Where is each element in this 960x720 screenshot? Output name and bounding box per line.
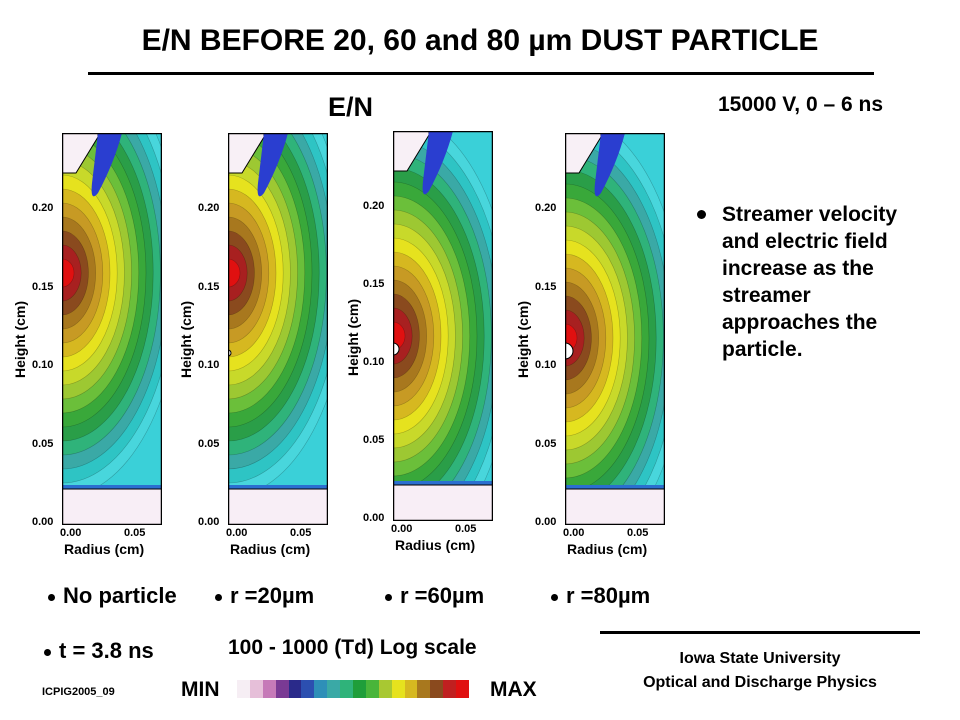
panel-caption: No particle — [48, 583, 177, 609]
legend-swatch — [404, 680, 418, 698]
x-tick-label: 0.05 — [627, 527, 649, 539]
panel-caption-text: r =60µm — [400, 583, 485, 608]
bullet-text: Streamer velocity and electric field inc… — [722, 203, 898, 361]
y-tick-label: 0.20 — [535, 202, 557, 214]
contour-panel-4: 0.00 0.05 0.10 0.15 0.20 0.00 0.05 Radius (cm) H… — [515, 133, 675, 573]
y-tick-label: 0.00 — [363, 512, 385, 524]
dust-particle — [565, 342, 574, 360]
y-tick-label: 0.10 — [198, 359, 220, 371]
panel-caption: r =80µm — [551, 583, 650, 609]
legend-swatch — [430, 680, 444, 698]
legend-min-label: MIN — [181, 678, 220, 701]
x-axis-label: Radius (cm) — [64, 541, 145, 557]
y-tick-label: 0.10 — [535, 359, 557, 371]
panel-caption-text: No particle — [63, 583, 177, 608]
time-text: t = 3.8 ns — [59, 638, 154, 663]
dust-particle — [393, 342, 400, 356]
y-tick-label: 0.05 — [535, 437, 557, 450]
x-tick-label: 0.00 — [226, 527, 248, 539]
contour-panel-3: 0.00 0.05 0.10 0.15 0.20 0.00 0.05 Radius (cm) H… — [345, 131, 505, 571]
y-axis-label: Height (cm) — [345, 299, 361, 376]
y-axis-label: Height (cm) — [12, 301, 28, 378]
institution-rule — [600, 631, 920, 634]
y-tick-label: 0.15 — [32, 280, 54, 293]
y-axis-label: Height (cm) — [515, 301, 531, 378]
contour-panel-1: 0.00 0.05 0.10 0.15 0.20 0.00 0.05 Radius (cm) H… — [12, 133, 172, 573]
color-scale-bar — [237, 680, 470, 698]
legend-swatch — [417, 680, 431, 698]
x-axis-label: Radius (cm) — [567, 541, 648, 557]
y-tick-label: 0.10 — [32, 359, 54, 371]
legend-swatch — [237, 680, 250, 698]
voltage-time-label: 15000 V, 0 – 6 ns — [718, 93, 884, 116]
legend-max-label: MAX — [490, 678, 537, 701]
panel-caption-text: r =20µm — [230, 583, 315, 608]
legend-swatch — [301, 680, 315, 698]
y-tick-label: 0.15 — [535, 280, 557, 293]
y-tick-label: 0.20 — [32, 202, 54, 214]
y-tick-label: 0.15 — [363, 278, 385, 290]
legend-swatch — [314, 680, 328, 698]
x-tick-label: 0.05 — [290, 527, 312, 539]
y-tick-label: 0.15 — [198, 280, 220, 293]
footer-code: ICPIG2005_09 — [42, 686, 115, 698]
y-tick-label: 0.05 — [363, 434, 385, 446]
legend-swatch — [391, 680, 405, 698]
contour-plot — [565, 133, 665, 525]
legend-swatch — [327, 680, 341, 698]
panel-caption: r =20µm — [215, 583, 314, 609]
panel-caption-text: r =80µm — [566, 583, 651, 608]
contour-plot — [393, 131, 493, 521]
contour-panel-2: 0.00 0.05 0.10 0.15 0.20 0.00 0.05 Radius (cm) H… — [178, 133, 338, 573]
y-tick-label: 0.20 — [363, 200, 385, 212]
title-underline — [88, 72, 874, 75]
y-tick-label: 0.20 — [198, 202, 220, 214]
x-tick-label: 0.05 — [455, 523, 477, 535]
bullet-dot-icon — [44, 648, 51, 656]
institution-group: Optical and Discharge Physics — [643, 674, 877, 691]
legend-swatch — [262, 680, 276, 698]
y-tick-label: 0.05 — [198, 437, 220, 450]
legend-swatch — [365, 680, 379, 698]
x-axis-label: Radius (cm) — [230, 541, 311, 557]
y-tick-label: 0.05 — [32, 437, 54, 450]
legend-swatch — [249, 680, 263, 698]
institution-name: Iowa State University — [679, 650, 841, 667]
slide-title: E/N BEFORE 20, 60 and 80 µm DUST PARTICL… — [141, 24, 819, 57]
scale-label: 100 - 1000 (Td) Log scale — [228, 636, 477, 659]
contour-plot — [62, 133, 162, 525]
legend-swatch — [353, 680, 366, 698]
x-tick-label: 0.00 — [60, 527, 82, 539]
panel-caption: r =60µm — [385, 583, 484, 609]
x-axis-label: Radius (cm) — [395, 537, 476, 553]
y-tick-label: 0.00 — [198, 516, 220, 528]
subtitle-en: E/N — [328, 92, 374, 122]
bullet-dot-icon — [551, 593, 558, 601]
y-tick-label: 0.00 — [535, 516, 557, 528]
legend-swatch — [288, 680, 302, 698]
x-tick-label: 0.00 — [563, 527, 585, 539]
legend-swatch — [456, 680, 470, 698]
legend-swatch — [275, 680, 289, 698]
y-tick-label: 0.10 — [363, 356, 385, 368]
bullet-dot-icon — [697, 210, 706, 219]
legend-swatch — [443, 680, 457, 698]
contour-plot — [228, 133, 328, 525]
x-tick-label: 0.05 — [124, 527, 146, 539]
legend-swatch — [340, 680, 354, 698]
time-label: t = 3.8 ns — [44, 638, 154, 664]
bullet-dot-icon — [48, 593, 55, 601]
x-tick-label: 0.00 — [391, 523, 413, 535]
bullet-point: Streamer velocity and electric field inc… — [695, 201, 905, 363]
y-axis-label: Height (cm) — [178, 301, 194, 378]
bullet-dot-icon — [215, 593, 222, 601]
legend-swatch — [378, 680, 392, 698]
y-tick-label: 0.00 — [32, 516, 54, 528]
bullet-dot-icon — [385, 593, 392, 601]
